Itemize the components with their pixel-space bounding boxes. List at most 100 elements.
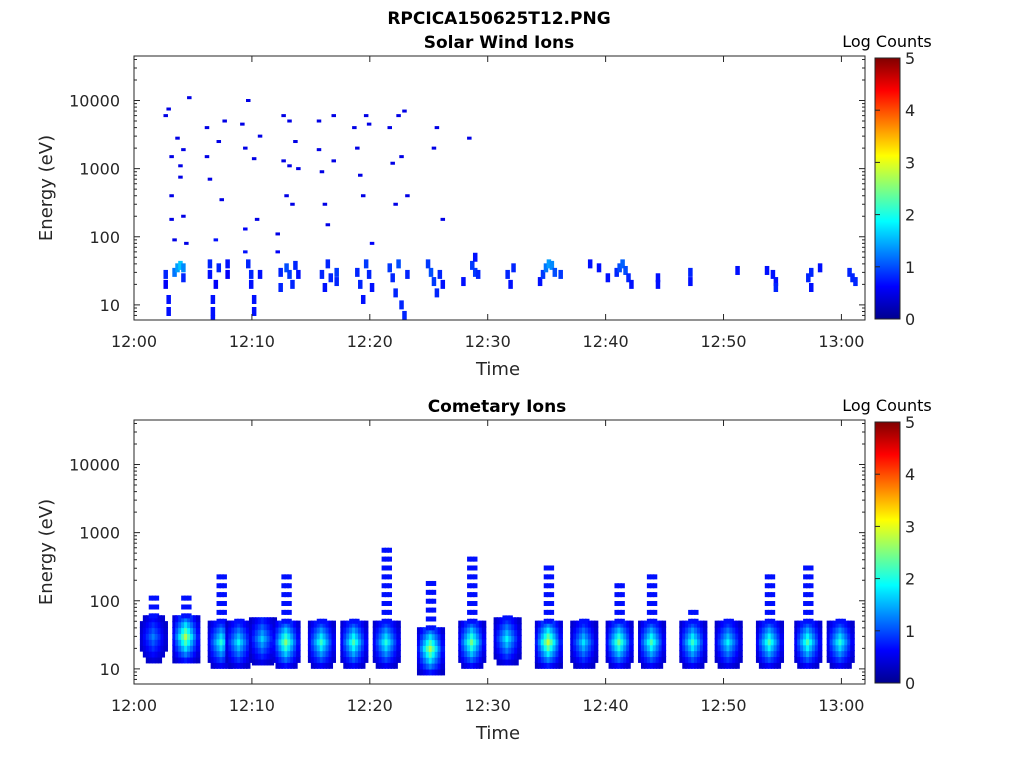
heatmap-cell	[313, 638, 319, 646]
heatmap-cell	[343, 626, 348, 634]
heatmap-cell	[767, 601, 773, 607]
heatmap-cell	[293, 650, 298, 658]
heatmap-cell	[629, 655, 634, 663]
heatmap-cell	[387, 655, 392, 663]
heatmap-cell	[313, 655, 319, 663]
heatmap-cell	[614, 583, 619, 589]
heatmap-cell	[325, 650, 331, 658]
heatmap-cell	[543, 626, 549, 634]
heatmap-cell	[358, 644, 363, 652]
heatmap-cell	[216, 644, 222, 652]
heatmap-cell	[464, 644, 469, 652]
heatmap-cell	[310, 620, 316, 628]
heatmap-cell	[814, 661, 820, 669]
heatmap-cell	[287, 638, 292, 646]
heatmap-cell	[835, 661, 841, 669]
heatmap-cell	[172, 656, 177, 664]
heatmap-cell	[461, 626, 466, 634]
heatmap-cell	[346, 638, 351, 646]
heatmap-cell	[334, 267, 339, 277]
heatmap-cell	[393, 661, 398, 669]
heatmap-cell	[620, 601, 625, 607]
heatmap-cell	[422, 633, 428, 641]
heatmap-cell	[387, 565, 392, 571]
heatmap-cell	[732, 655, 737, 663]
heatmap-cell	[346, 632, 351, 640]
heatmap-cell	[640, 644, 646, 652]
heatmap-cell	[172, 644, 177, 652]
heatmap-cell	[166, 306, 171, 316]
heatmap-cell	[694, 655, 699, 663]
heatmap-cell	[640, 638, 646, 646]
heatmap-cell	[511, 658, 516, 666]
heatmap-cell	[234, 661, 239, 669]
heatmap-cell	[738, 632, 743, 640]
heatmap-cell	[729, 644, 734, 652]
heatmap-cell	[467, 609, 472, 615]
heatmap-cell	[655, 273, 661, 283]
heatmap-cell	[817, 644, 823, 652]
heatmap-cell	[160, 615, 166, 623]
heatmap-cell	[679, 644, 684, 652]
heatmap-cell	[431, 650, 437, 658]
heatmap-cell	[682, 632, 687, 640]
heatmap-cell	[278, 626, 283, 634]
heatmap-cell	[340, 650, 345, 658]
heatmap-cell	[263, 652, 269, 660]
heatmap-cell	[623, 265, 628, 275]
heatmap-cell	[794, 655, 799, 663]
heatmap-cell	[222, 574, 227, 580]
heatmap-cell	[425, 625, 431, 631]
heatmap-cell	[416, 633, 422, 641]
heatmap-cell	[207, 259, 213, 269]
heatmap-cell	[375, 620, 381, 628]
heatmap-cell	[467, 620, 472, 628]
heatmap-cell	[148, 650, 154, 658]
heatmap-cell	[514, 646, 519, 654]
heatmap-cell	[626, 620, 631, 628]
heatmap-cell	[549, 260, 555, 270]
heatmap-cell	[729, 620, 734, 628]
heatmap-cell	[343, 632, 348, 640]
heatmap-cell	[163, 269, 168, 279]
heatmap-cell	[779, 644, 785, 652]
heatmap-cell	[360, 632, 366, 640]
heatmap-cell	[826, 632, 832, 640]
heatmap-cell	[287, 632, 292, 640]
heatmap-cell	[596, 263, 602, 273]
heatmap-cell	[732, 644, 737, 652]
heatmap-cell	[248, 634, 254, 642]
heatmap-cell	[661, 650, 667, 658]
heatmap-cell	[472, 655, 478, 663]
heatmap-cell	[688, 267, 693, 277]
heatmap-cell	[847, 632, 852, 640]
heatmap-cell	[207, 638, 213, 646]
heatmap-cell	[355, 650, 360, 658]
heatmap-cell	[658, 626, 664, 634]
heatmap-cell	[470, 644, 475, 652]
heatmap-cell	[691, 638, 696, 646]
heatmap-cell	[425, 616, 431, 622]
heatmap-cell	[243, 655, 248, 663]
heatmap-cell	[552, 267, 558, 277]
heatmap-cell	[352, 620, 357, 628]
heatmap-cell	[464, 661, 469, 669]
heatmap-cell	[540, 626, 546, 634]
heatmap-cell	[537, 661, 543, 669]
heatmap-cell	[808, 638, 814, 646]
heatmap-cell	[470, 601, 475, 607]
heatmap-cell	[652, 650, 658, 658]
heatmap-cell	[331, 650, 336, 658]
heatmap-cell	[381, 644, 387, 652]
heatmap-cell	[767, 661, 773, 669]
heatmap-cell	[322, 632, 328, 640]
heatmap-cell	[316, 650, 322, 658]
heatmap-cell	[838, 655, 843, 663]
heatmap-cell	[475, 650, 481, 658]
heatmap-cell	[151, 621, 157, 629]
heatmap-cell	[319, 626, 325, 634]
heatmap-cell	[163, 279, 168, 289]
heatmap-cell	[464, 638, 469, 646]
heatmap-cell	[829, 650, 835, 658]
heatmap-cell	[582, 620, 587, 628]
